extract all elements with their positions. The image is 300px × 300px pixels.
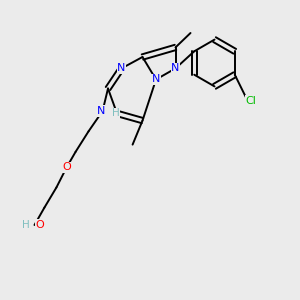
Text: N: N (117, 63, 126, 74)
Text: H: H (112, 108, 120, 118)
Text: O: O (62, 162, 71, 172)
Text: N: N (171, 63, 180, 74)
Text: N: N (152, 74, 160, 85)
Text: Cl: Cl (246, 95, 256, 106)
Text: O: O (35, 220, 44, 230)
Text: H: H (22, 220, 29, 230)
Text: N: N (97, 106, 105, 116)
